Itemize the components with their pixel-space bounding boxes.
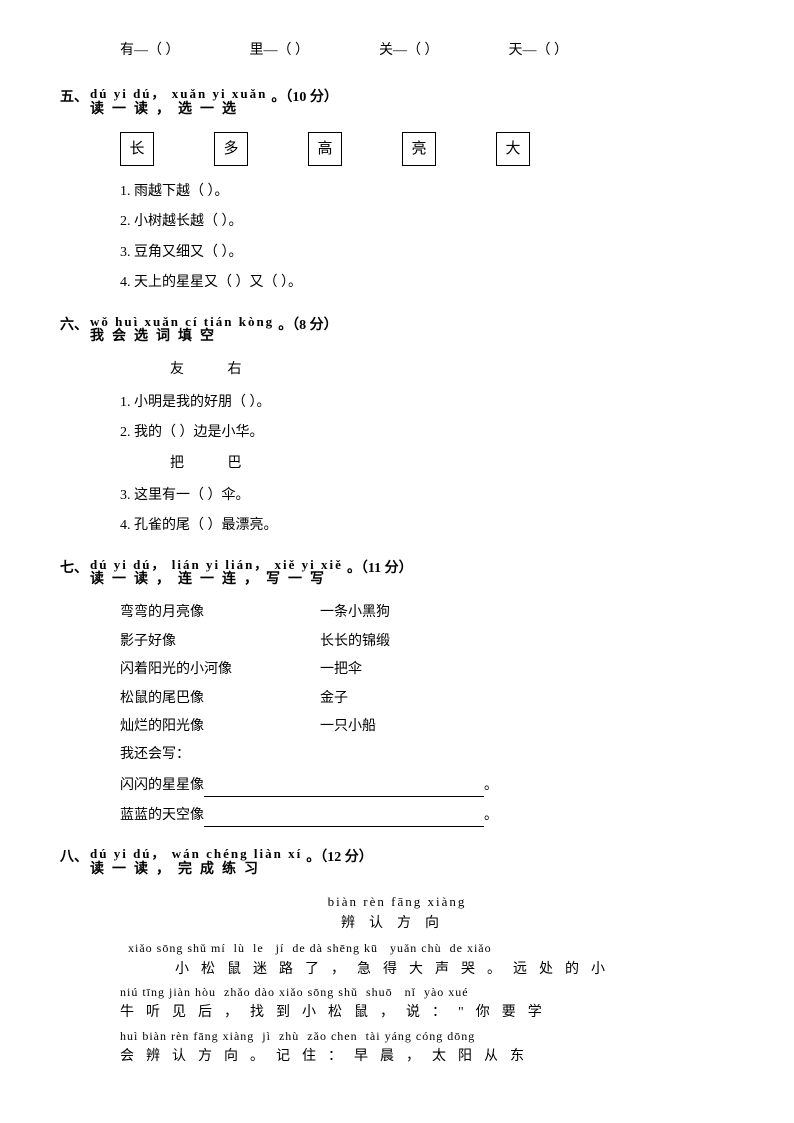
period: 。 xyxy=(484,778,498,793)
match-table: 弯弯的月亮像 一条小黑狗 影子好像 长长的锦缎 闪着阳光的小河像 一把伞 松鼠的… xyxy=(120,602,734,738)
char-box: 大 xyxy=(496,132,530,166)
write-prefix: 闪闪的星星像 xyxy=(120,778,204,793)
line-hanzi: 会辨认方向。记住：早晨，太阳从东 xyxy=(120,1046,714,1068)
section-6-group1: 1. 小明是我的好朋（ ）。 2. 我的（ ）边是小华。 xyxy=(120,392,734,445)
section-8-header: 八、 dú yi dú， wán chéng liàn xí 读一读，完成练习 … xyxy=(60,847,734,877)
write-line-2: 蓝蓝的天空像 。 xyxy=(120,805,734,827)
section-hanzi: 读一读，完成练习 xyxy=(90,862,302,877)
question-item: 2. 小树越长越（ ）。 xyxy=(120,211,734,233)
section-hanzi: 读一读，选一选 xyxy=(90,102,267,117)
section-pinyin: dú yi dú， lián yi lián， xiě yi xiě xyxy=(90,558,343,572)
top-item: 有—（ ） xyxy=(120,40,180,62)
passage-line: xiǎo sōng shǔ mí lù le jí de dà shēng kū… xyxy=(120,939,714,981)
top-antonym-row: 有—（ ） 里—（ ） 关—（ ） 天—（ ） xyxy=(120,40,734,62)
blank-line xyxy=(204,811,484,827)
char-box-row: 长 多 高 亮 大 xyxy=(120,132,734,166)
question-item: 4. 孔雀的尾（ ）最漂亮。 xyxy=(120,515,734,537)
passage-line: niú tīng jiàn hòu zhǎo dào xiǎo sōng shǔ… xyxy=(120,983,714,1025)
blank-line xyxy=(204,781,484,797)
match-right: 长长的锦缎 xyxy=(320,631,390,653)
match-left: 弯弯的月亮像 xyxy=(120,602,320,624)
match-left: 灿烂的阳光像 xyxy=(120,716,320,738)
match-right: 一只小船 xyxy=(320,716,376,738)
match-left: 松鼠的尾巴像 xyxy=(120,688,320,710)
match-row: 闪着阳光的小河像 一把伞 xyxy=(120,659,734,681)
option-word: 巴 xyxy=(228,456,242,471)
section-hanzi: 我会选词填空 xyxy=(90,329,274,344)
section-7-header: 七、 dú yi dú， lián yi lián， xiě yi xiě 读一… xyxy=(60,558,734,588)
section-5-items: 1. 雨越下越（ ）。 2. 小树越长越（ ）。 3. 豆角又细又（ ）。 4.… xyxy=(120,181,734,295)
write-prompt: 我还会写： xyxy=(120,744,734,766)
option-word: 右 xyxy=(228,362,242,377)
section-title: dú yi dú， wán chéng liàn xí 读一读，完成练习 xyxy=(90,847,302,877)
char-box: 多 xyxy=(214,132,248,166)
section-5-header: 五、 dú yi dú， xuǎn yi xuǎn 读一读，选一选 。（10 分… xyxy=(60,87,734,117)
line-pinyin: huì biàn rèn fāng xiàng jì zhù zǎo chen … xyxy=(120,1027,714,1046)
section-6-group2: 3. 这里有一（ ）伞。 4. 孔雀的尾（ ）最漂亮。 xyxy=(120,485,734,538)
line-hanzi: 小松鼠迷路了，急得大声哭。远处的小 xyxy=(120,959,714,981)
question-item: 3. 这里有一（ ）伞。 xyxy=(120,485,734,507)
word-options-2: 把 巴 xyxy=(170,453,734,475)
match-right: 一把伞 xyxy=(320,659,362,681)
question-item: 1. 雨越下越（ ）。 xyxy=(120,181,734,203)
match-right: 一条小黑狗 xyxy=(320,602,390,624)
line-pinyin: xiǎo sōng shǔ mí lù le jí de dà shēng kū… xyxy=(120,939,714,958)
section-title: dú yi dú， xuǎn yi xuǎn 读一读，选一选 xyxy=(90,87,267,117)
section-points: 。（10 分） xyxy=(271,87,338,109)
match-row: 影子好像 长长的锦缎 xyxy=(120,631,734,653)
char-box: 高 xyxy=(308,132,342,166)
line-pinyin: niú tīng jiàn hòu zhǎo dào xiǎo sōng shǔ… xyxy=(120,983,714,1002)
passage-title: biàn rèn fāng xiàng 辨认方向 xyxy=(60,892,734,935)
passage-line: huì biàn rèn fāng xiàng jì zhù zǎo chen … xyxy=(120,1027,714,1069)
match-right: 金子 xyxy=(320,688,348,710)
question-item: 2. 我的（ ）边是小华。 xyxy=(120,422,734,444)
section-pinyin: dú yi dú， xuǎn yi xuǎn xyxy=(90,87,267,101)
match-left: 影子好像 xyxy=(120,631,320,653)
match-left: 闪着阳光的小河像 xyxy=(120,659,320,681)
section-points: 。（11 分） xyxy=(347,558,413,580)
section-pinyin: wǒ huì xuǎn cí tián kòng xyxy=(90,315,274,329)
option-word: 友 xyxy=(170,362,184,377)
option-word: 把 xyxy=(170,456,184,471)
question-item: 1. 小明是我的好朋（ ）。 xyxy=(120,392,734,414)
write-line-1: 闪闪的星星像 。 xyxy=(120,775,734,797)
word-options-1: 友 右 xyxy=(170,359,734,381)
top-item: 里—（ ） xyxy=(250,40,310,62)
section-number: 五、 xyxy=(60,87,88,109)
section-points: 。（12 分） xyxy=(306,847,373,869)
section-number: 八、 xyxy=(60,847,88,869)
section-pinyin: dú yi dú， wán chéng liàn xí xyxy=(90,847,302,861)
section-number: 七、 xyxy=(60,558,88,580)
top-item: 天—（ ） xyxy=(509,40,569,62)
passage-title-hanzi: 辨认方向 xyxy=(60,913,734,935)
section-6-header: 六、 wǒ huì xuǎn cí tián kòng 我会选词填空 。（8 分… xyxy=(60,315,734,345)
char-box: 长 xyxy=(120,132,154,166)
section-title: dú yi dú， lián yi lián， xiě yi xiě 读一读，连… xyxy=(90,558,343,588)
passage-title-pinyin: biàn rèn fāng xiàng xyxy=(60,892,734,913)
passage-body: xiǎo sōng shǔ mí lù le jí de dà shēng kū… xyxy=(120,939,714,1068)
match-row: 灿烂的阳光像 一只小船 xyxy=(120,716,734,738)
write-prefix: 蓝蓝的天空像 xyxy=(120,808,204,823)
section-title: wǒ huì xuǎn cí tián kòng 我会选词填空 xyxy=(90,315,274,345)
section-hanzi: 读一读，连一连，写一写 xyxy=(90,572,343,587)
question-item: 3. 豆角又细又（ ）。 xyxy=(120,242,734,264)
period: 。 xyxy=(484,808,498,823)
line-hanzi: 牛听见后，找到小松鼠，说："你要学 xyxy=(120,1002,714,1024)
question-item: 4. 天上的星星又（ ）又（ ）。 xyxy=(120,272,734,294)
match-row: 弯弯的月亮像 一条小黑狗 xyxy=(120,602,734,624)
section-number: 六、 xyxy=(60,315,88,337)
match-row: 松鼠的尾巴像 金子 xyxy=(120,688,734,710)
char-box: 亮 xyxy=(402,132,436,166)
top-item: 关—（ ） xyxy=(379,40,439,62)
section-points: 。（8 分） xyxy=(278,315,338,337)
